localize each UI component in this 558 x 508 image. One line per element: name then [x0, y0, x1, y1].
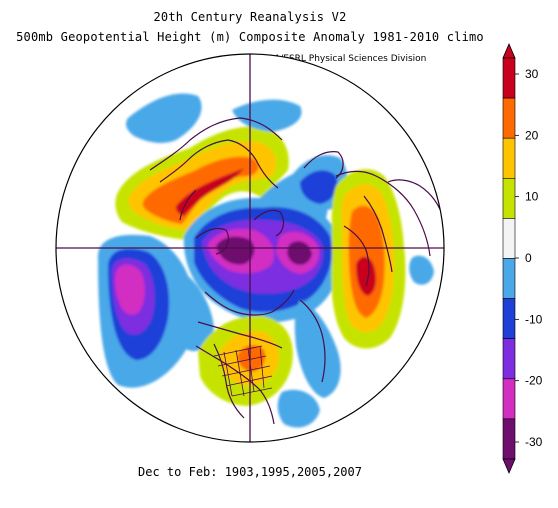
legend-tick-label: 10: [525, 190, 539, 204]
date-range-caption: Dec to Feb: 1903,1995,2005,2007: [138, 465, 362, 479]
legend-min-arrow: [502, 458, 516, 475]
legend-color-segment: [502, 298, 516, 340]
legend-color-segment: [502, 258, 516, 299]
continent-outlines: [149, 117, 444, 425]
credit-label: NOAA/ESRL Physical Sciences Division: [254, 54, 427, 64]
legend-tick-label: -10: [525, 312, 543, 326]
us-states-grid: [213, 345, 273, 397]
legend-color-segment: [502, 97, 516, 139]
legend-color-segment: [502, 218, 516, 259]
map-title-line1: 20th Century Reanalysis V2: [153, 10, 347, 24]
legend-tick-label: -30: [525, 435, 543, 449]
legend-color-segment: [502, 378, 516, 420]
legend-color-segment: [502, 178, 516, 219]
legend-color-segment: [502, 57, 516, 99]
legend-tick-label: 20: [525, 128, 539, 142]
legend-tick-label: -20: [525, 374, 543, 388]
legend-color-segment: [502, 418, 516, 460]
anomaly-field: [56, 54, 444, 442]
legend-color-segment: [502, 338, 516, 380]
map-boundary-circle: [55, 53, 445, 443]
map-title-line2: 500mb Geopotential Height (m) Composite …: [16, 30, 484, 44]
legend-tick-label: 0: [525, 251, 532, 265]
legend-max-arrow: [502, 42, 516, 59]
legend-tick-label: 30: [525, 67, 539, 81]
legend-color-segment: [502, 137, 516, 179]
